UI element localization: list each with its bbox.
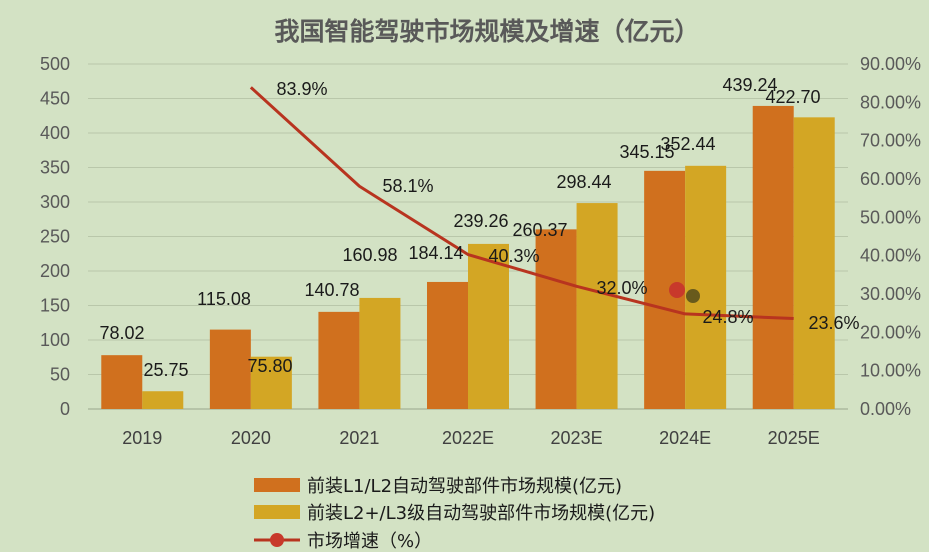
category-label: 2020 [231, 428, 271, 448]
legend-label: 前装L1/L2自动驾驶部件市场规模(亿元) [307, 476, 622, 497]
right-tick-label: 30.00% [860, 284, 921, 304]
bars [101, 105, 835, 409]
bar-series-2 [793, 117, 835, 409]
bar-series-2 [685, 165, 727, 409]
left-tick-label: 0 [60, 399, 70, 419]
right-axis: 0.00% 10.00% 20.00% 30.00% 40.00% 50.00% 60.00… [860, 54, 921, 419]
bar-series-2 [576, 203, 618, 409]
bar-data-label: 260.37 [512, 220, 567, 240]
bar-series-1 [101, 355, 143, 409]
left-tick-label: 150 [40, 296, 70, 316]
bar-series-1 [535, 229, 577, 409]
left-tick-label: 350 [40, 158, 70, 178]
category-label: 2022E [442, 428, 494, 448]
bar-data-label: 78.02 [99, 323, 144, 343]
right-tick-label: 90.00% [860, 54, 921, 74]
right-tick-label: 70.00% [860, 131, 921, 151]
left-tick-label: 400 [40, 123, 70, 143]
line-marker [669, 282, 685, 298]
category-label: 2025E [768, 428, 820, 448]
legend: 前装L1/L2自动驾驶部件市场规模(亿元) 前装L2+/L3级自动驾驶部件市场规模… [254, 476, 655, 552]
bar-data-label: 439.24 [722, 75, 777, 95]
bar-series-1 [209, 329, 251, 409]
bar-data-label: 75.80 [247, 356, 292, 376]
bar-data-label: 298.44 [556, 172, 611, 192]
left-tick-label: 200 [40, 261, 70, 281]
right-tick-label: 60.00% [860, 169, 921, 189]
right-tick-label: 0.00% [860, 399, 911, 419]
line-data-label: 83.9% [276, 79, 327, 99]
bar-series-2 [468, 243, 509, 409]
bar-data-label: 422.70 [765, 87, 820, 107]
legend-label: 前装L2+/L3级自动驾驶部件市场规模(亿元) [307, 503, 655, 524]
bar-series-1 [427, 281, 468, 409]
legend-swatch [254, 478, 300, 492]
legend-swatch [254, 505, 300, 519]
bar-series-1 [318, 311, 360, 409]
line-data-label: 23.6% [808, 313, 859, 333]
line-data-label: 40.3% [488, 246, 539, 266]
bar-data-label: 239.26 [453, 211, 508, 231]
growth-line-path [249, 86, 794, 321]
line-data-label: 24.8% [702, 307, 753, 327]
category-label: 2021 [339, 428, 379, 448]
bar-series-2 [250, 356, 292, 409]
right-tick-label: 10.00% [860, 361, 921, 381]
left-tick-label: 500 [40, 54, 70, 74]
legend-label: 市场增速（%） [307, 531, 432, 552]
left-tick-label: 100 [40, 330, 70, 350]
left-tick-label: 450 [40, 89, 70, 109]
line-data-label: 58.1% [382, 176, 433, 196]
left-tick-label: 50 [50, 365, 70, 385]
bar-series-2 [359, 297, 401, 409]
category-label: 2023E [551, 428, 603, 448]
line-data-label: 32.0% [596, 278, 647, 298]
bar-series-1 [752, 105, 794, 409]
bar-data-label: 25.75 [143, 360, 188, 380]
legend-swatch-marker [270, 533, 284, 547]
left-tick-label: 300 [40, 192, 70, 212]
bar-series-2 [142, 391, 184, 409]
bar-data-label: 140.78 [304, 280, 359, 300]
bar-data-label: 345.15 [619, 142, 674, 162]
right-tick-label: 20.00% [860, 322, 921, 342]
bar-data-label: 184.14 [408, 243, 463, 263]
right-tick-label: 50.00% [860, 207, 921, 227]
category-label: 2019 [122, 428, 162, 448]
category-axis: 2019 2020 2021 2022E 2023E 2024E 2025E [122, 428, 819, 448]
chart-title: 我国智能驾驶市场规模及增速（亿元） [274, 17, 699, 46]
bar-data-label: 115.08 [197, 289, 251, 309]
marker-shadow [686, 289, 700, 303]
left-axis: 0 50 100 150 200 250 300 350 400 450 500 [40, 54, 70, 419]
bar-data-label: 352.44 [660, 134, 715, 154]
data-labels: 78.02 115.08 140.78 184.14 260.37 345.15 439.2… [99, 75, 859, 380]
left-tick-label: 250 [40, 227, 70, 247]
right-tick-label: 40.00% [860, 246, 921, 266]
bar-data-label: 160.98 [342, 245, 397, 265]
right-tick-label: 80.00% [860, 92, 921, 112]
category-label: 2024E [659, 428, 711, 448]
growth-line [249, 86, 794, 321]
